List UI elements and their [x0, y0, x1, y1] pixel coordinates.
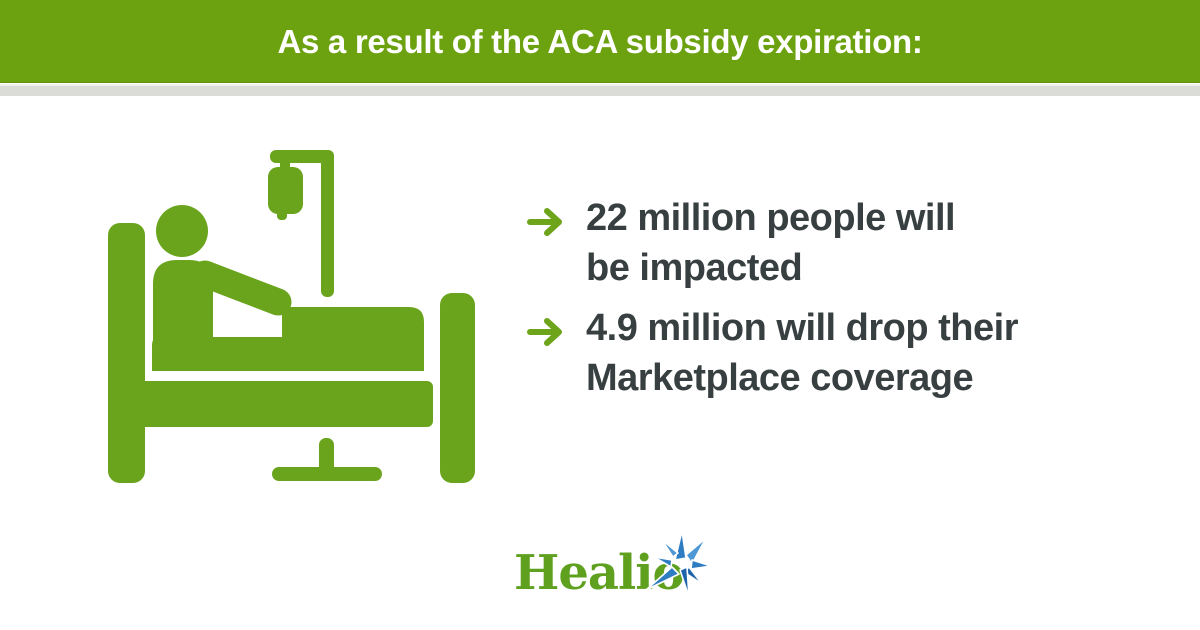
star-petal-s — [679, 566, 690, 598]
bed-foot-bar — [272, 467, 382, 481]
bed-footboard — [440, 293, 475, 483]
iv-bag-outlet — [277, 209, 287, 220]
hospital-bed-patient-icon — [108, 150, 475, 483]
bed-frame-bar — [131, 381, 433, 427]
star-petal-w — [653, 556, 673, 568]
right-arrow-icon — [527, 318, 562, 346]
bullet-2-line-1: 4.9 million will drop their — [586, 307, 1019, 349]
star-petal-nw — [661, 539, 679, 558]
iv-pole — [321, 150, 334, 297]
bullet-item-1: 22 million people will be impacted — [527, 193, 1107, 293]
star-petal-sw — [645, 566, 680, 591]
bed-caster-stub — [319, 438, 334, 474]
header-title: As a result of the ACA subsidy expiratio… — [277, 22, 923, 60]
bullet-text-1: 22 million people will be impacted — [586, 193, 956, 293]
star-petal-e — [690, 559, 712, 570]
bullet-1-line-2: be impacted — [586, 247, 803, 289]
bullet-1-line-1: 22 million people will — [586, 197, 956, 239]
patient-head — [156, 205, 208, 257]
patient-arm — [191, 260, 292, 316]
bullet-text-2: 4.9 million will drop their Marketplace c… — [586, 303, 1019, 403]
healio-star-icon — [645, 530, 712, 598]
right-arrow-icon — [527, 208, 562, 236]
bullet-2-line-2: Marketplace coverage — [586, 357, 974, 399]
header-band: As a result of the ACA subsidy expiratio… — [0, 0, 1200, 83]
iv-bag — [268, 167, 303, 214]
bed-blanket — [152, 307, 424, 371]
divider-strip — [0, 84, 1200, 96]
bullet-item-2: 4.9 million will drop their Marketplace c… — [527, 303, 1107, 403]
star-petal-ne — [685, 537, 707, 565]
bed-headboard — [108, 223, 145, 483]
bullet-list: 22 million people will be impacted 4.9 mi… — [527, 193, 1107, 413]
star-petal-n — [674, 530, 687, 561]
